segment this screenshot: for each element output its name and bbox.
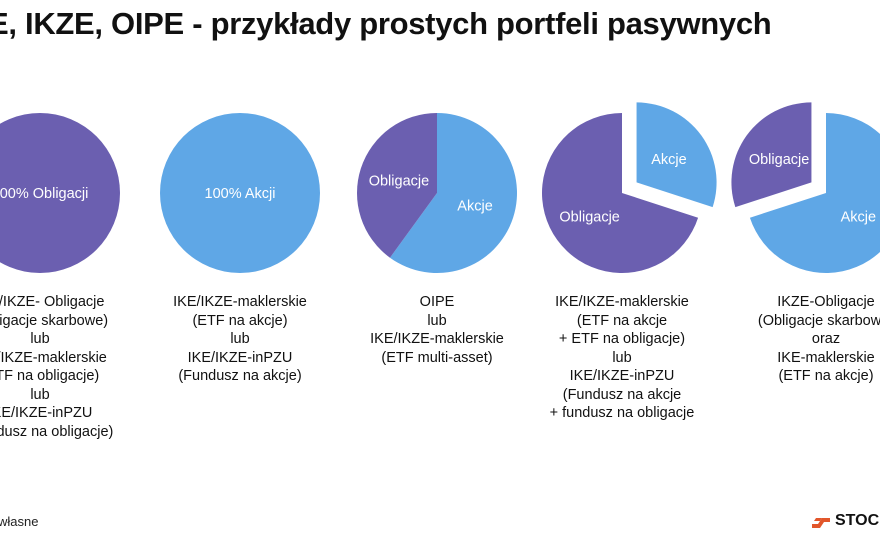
pie-charts-area: 100% Obligacji 100% AkcjiAkcjeObligacjeAk… [0, 102, 880, 273]
pie-caption-1: IKE/IKZE- Obligacje (Obligacje skarbowe) l… [0, 293, 135, 441]
caption-line: IKE/IKZE-inPZU [187, 349, 293, 366]
pie-chart-3: Akcje Obligacje [357, 113, 517, 273]
caption-line: IKE-maklerskie [777, 349, 875, 366]
caption-line: + fundusz na obligacje [549, 405, 695, 421]
caption-line: IKE/IKZE- Obligacje [0, 294, 105, 310]
pie-chart-1: 100% Obligacji [0, 113, 120, 273]
pie-slice-akcje [389, 113, 517, 273]
caption-line: lub [230, 331, 250, 347]
pie-slice-obligacje [357, 113, 437, 258]
logo-icon [812, 518, 830, 528]
caption-line: IKE/IKZE-maklerskie [370, 331, 504, 347]
caption-line: (ETF multi-asset) [381, 349, 493, 366]
pie-chart-4: Akcje Obligacje [542, 102, 717, 273]
pie-slice-obligacje [731, 102, 812, 208]
source-note: własne [0, 514, 39, 529]
caption-line: (Obligacje skarbowe) [757, 312, 880, 329]
caption-line: (ETF na akcje [576, 312, 668, 329]
pie-slice-obligacje [542, 113, 699, 273]
pie-chart-5: Akcje Obligacje [731, 102, 880, 273]
caption-line: IKZE-Obligacje [777, 294, 875, 310]
pie-caption-3: OIPE lub IKE/IKZE-maklerskie (ETF multi-ass… [342, 293, 532, 367]
slice-label: 100% Obligacji [0, 186, 88, 202]
caption-line: IKE/IKZE-maklerskie [173, 294, 307, 310]
slice-label: 100% Akcji [205, 186, 276, 202]
pie-caption-4: IKE/IKZE-maklerskie (ETF na akcje + ETF na… [527, 293, 717, 423]
caption-line: oraz [811, 331, 841, 347]
caption-line: IKE/IKZE-inPZU [569, 368, 675, 384]
caption-line: lub [427, 312, 447, 329]
pie-slice-akcje [636, 102, 717, 208]
pie-chart-2: 100% Akcji [160, 113, 320, 273]
slice-label: Obligacje [559, 210, 619, 226]
slice-label: Obligacje [369, 174, 429, 190]
caption-line: lub [30, 331, 50, 347]
caption-line: IKE/IKZE-maklerskie [0, 349, 107, 366]
caption-line: (Fundusz na akcje [562, 386, 682, 403]
pie-caption-2: IKE/IKZE-maklerskie (ETF na akcje) lub IKE/… [145, 293, 335, 386]
caption-line: + ETF na obligacje) [558, 331, 686, 347]
page-title: E, IKZE, OIPE - przykłady prostych portf… [0, 6, 772, 41]
slice-label: Akcje [651, 152, 686, 168]
caption-line: OIPE [419, 294, 455, 310]
caption-line: IKE/IKZE-maklerskie [555, 294, 689, 310]
caption-line: (Fundusz na akcje) [178, 368, 302, 384]
caption-line: (ETF na obligacje) [0, 368, 100, 384]
logo-text: STOCKER [835, 512, 880, 529]
caption-line: IKE/IKZE-inPZU [0, 405, 93, 421]
pie-caption-5: IKZE-Obligacje (Obligacje skarbowe) oraz IK… [731, 293, 880, 386]
caption-line: (ETF na akcje) [192, 312, 288, 329]
pie-slice-100-akcji [160, 113, 320, 273]
stocker-logo: STOCKER [812, 512, 880, 530]
pie-slice-akcje [749, 113, 880, 273]
caption-line: (Fundusz na obligacje) [0, 423, 114, 440]
caption-line: (Obligacje skarbowe) [0, 312, 109, 329]
slice-label: Obligacje [749, 152, 809, 168]
caption-line: (ETF na akcje) [778, 368, 874, 384]
caption-line: lub [30, 386, 50, 403]
slice-label: Akcje [841, 210, 876, 226]
slice-label: Akcje [457, 198, 492, 214]
pie-slice-100-obligacji [0, 113, 120, 273]
caption-line: lub [612, 349, 632, 366]
